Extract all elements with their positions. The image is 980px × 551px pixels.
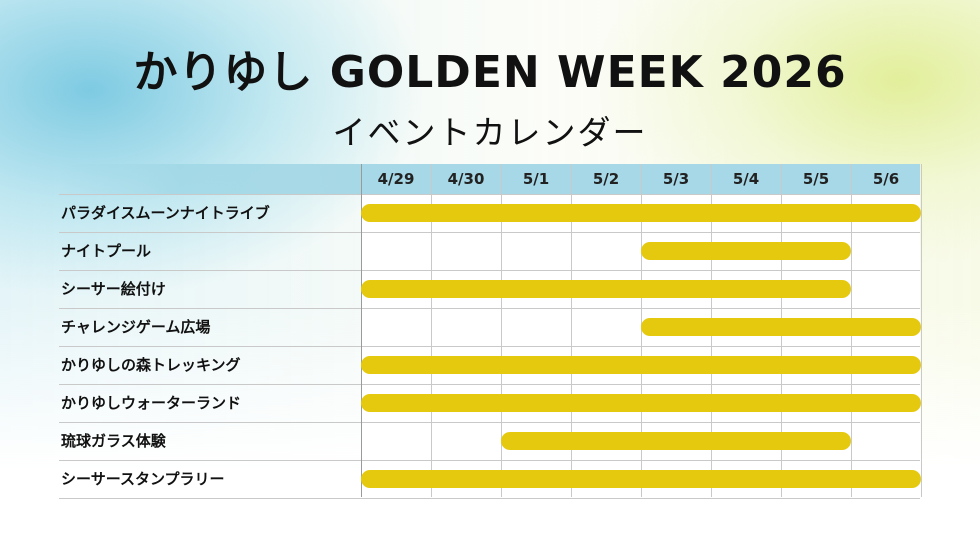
date-header-8: 5/6 <box>872 170 900 188</box>
event-label: かりゆしの森トレッキング <box>61 356 241 374</box>
date-header-1: 4/29 <box>377 170 415 188</box>
event-label: ナイトプール <box>61 242 152 260</box>
column-divider <box>361 164 362 497</box>
event-label: かりゆしウォーターランド <box>61 394 242 412</box>
event-label: シーサー絵付け <box>61 280 166 298</box>
date-header-2: 4/30 <box>447 170 485 188</box>
row-divider <box>59 194 920 195</box>
date-header-3: 5/1 <box>522 170 550 188</box>
event-label: パラダイスムーンナイトライブ <box>61 204 270 222</box>
row-divider <box>59 422 920 423</box>
event-duration-bar <box>641 318 921 336</box>
date-header-4: 5/2 <box>592 170 620 188</box>
column-divider <box>571 164 572 497</box>
date-header-6: 5/4 <box>732 170 760 188</box>
row-divider <box>59 346 920 347</box>
event-duration-bar <box>641 242 851 260</box>
page-subtitle: イベントカレンダー <box>332 113 648 152</box>
row-divider <box>59 498 920 499</box>
event-duration-bar <box>361 204 921 222</box>
event-duration-bar <box>361 394 921 412</box>
event-duration-bar <box>361 280 851 298</box>
event-duration-bar <box>501 432 851 450</box>
event-duration-bar <box>361 356 921 374</box>
event-calendar-grid: 4/29 4/30 5/1 5/2 5/3 5/4 5/5 5/6 パラダイスムーンナイトライブ… <box>59 164 922 499</box>
date-header-7: 5/5 <box>802 170 830 188</box>
event-label: 琉球ガラス体験 <box>61 432 166 450</box>
row-divider <box>59 384 920 385</box>
event-label: シーサースタンプラリー <box>61 470 225 488</box>
column-divider <box>431 164 432 497</box>
date-header-5: 5/3 <box>662 170 690 188</box>
row-divider <box>59 460 920 461</box>
row-divider <box>59 270 920 271</box>
event-label: チャレンジゲーム広場 <box>61 318 211 336</box>
row-divider <box>59 308 920 309</box>
event-duration-bar <box>361 470 921 488</box>
date-header-band <box>361 164 920 194</box>
row-divider <box>59 232 920 233</box>
column-divider <box>501 164 502 497</box>
page-title: かりゆし GOLDEN WEEK 2026 <box>133 47 847 98</box>
column-divider <box>921 164 922 497</box>
